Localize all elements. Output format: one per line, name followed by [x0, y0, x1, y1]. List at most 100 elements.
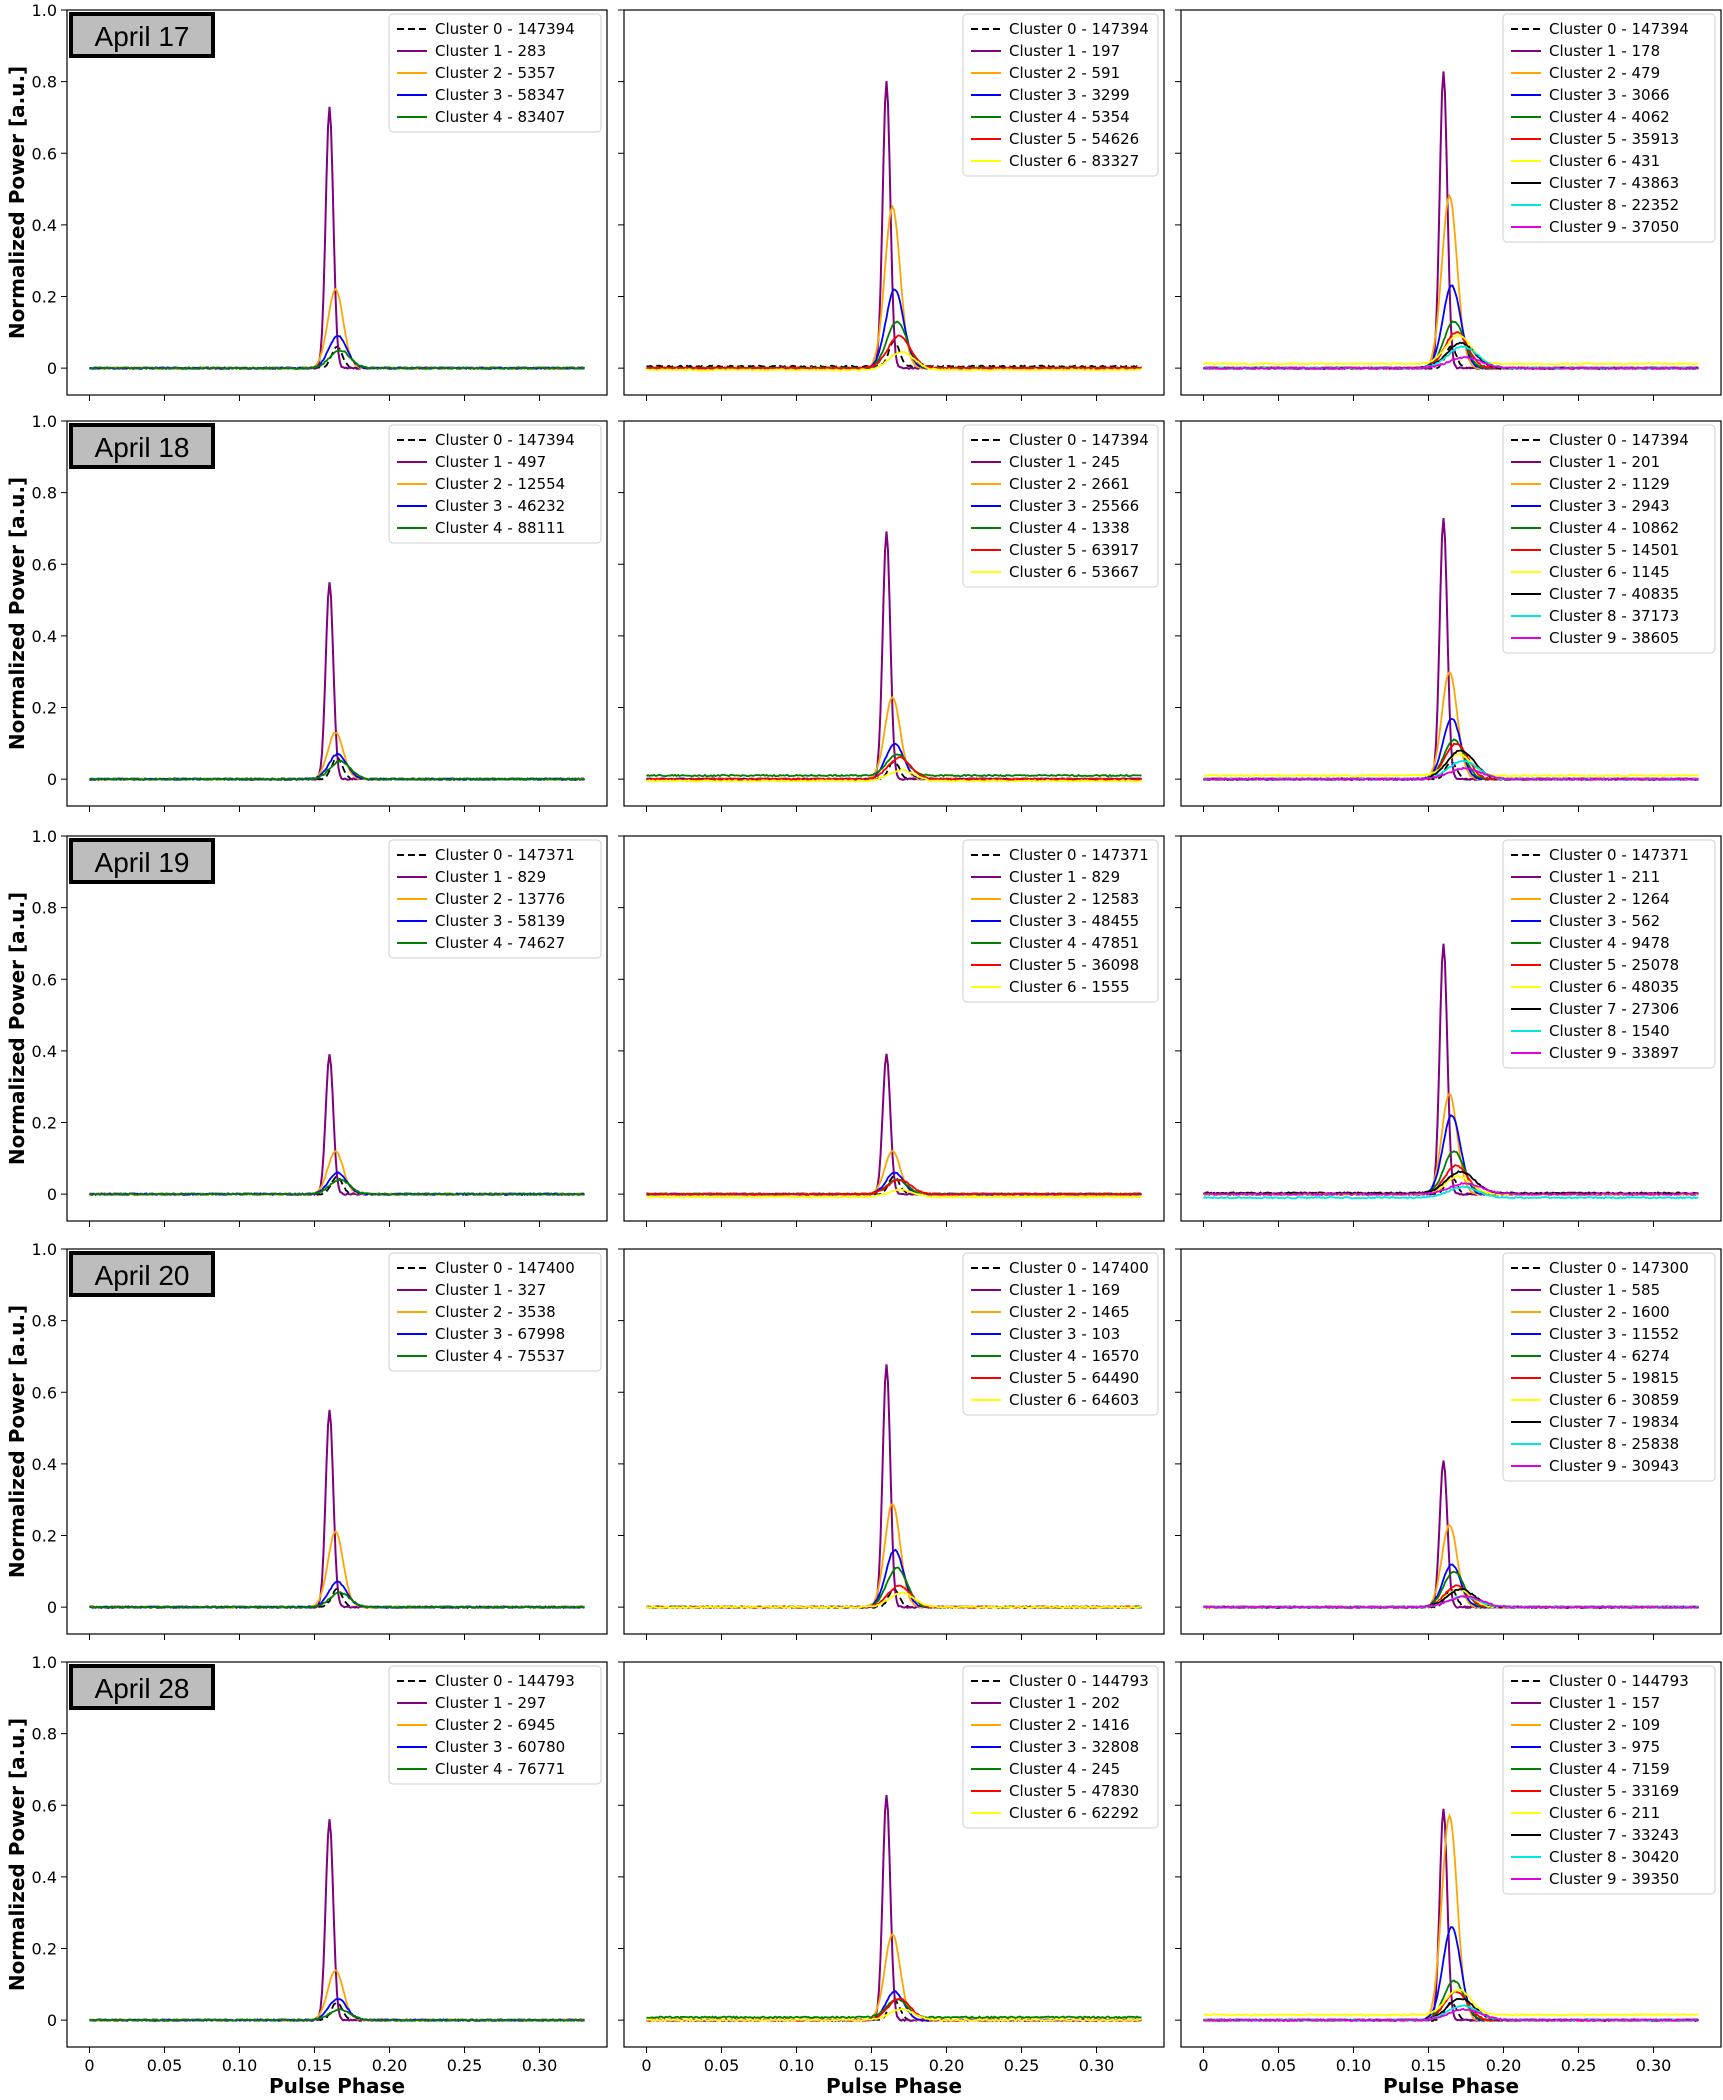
legend-entry: Cluster 0 - 147394: [1009, 431, 1149, 449]
series-line-cluster-0: [89, 345, 585, 370]
legend-entry: Cluster 2 - 5357: [435, 64, 556, 82]
legend-entry: Cluster 1 - 245: [1009, 453, 1120, 471]
series-group: [1202, 518, 1699, 782]
y-tick-label: 0: [47, 2011, 57, 2030]
legend-entry: Cluster 8 - 37173: [1549, 607, 1679, 625]
subplot-1-2: Cluster 0 - 147394 Cluster 1 - 201 Cluster…: [1175, 420, 1722, 812]
legend-entry: Cluster 1 - 297: [435, 1694, 546, 1712]
date-label: April 18: [95, 432, 190, 463]
legend-entry: Cluster 2 - 2661: [1009, 475, 1130, 493]
legend-entry: Cluster 6 - 62292: [1009, 1804, 1139, 1822]
series-group: [645, 1795, 1143, 2023]
y-tick-label: 0: [47, 359, 57, 378]
legend-entry: Cluster 6 - 48035: [1549, 978, 1679, 996]
y-tick-label: 0.6: [32, 1383, 57, 1402]
legend-entry: Cluster 8 - 22352: [1549, 196, 1679, 214]
y-tick-label: 0.8: [32, 1312, 57, 1331]
legend-entry: Cluster 3 - 46232: [435, 497, 565, 515]
y-tick-label: 0.6: [32, 970, 57, 989]
legend-entry: Cluster 1 - 169: [1009, 1281, 1120, 1299]
legend-box: [388, 1252, 602, 1372]
series-line-cluster-5: [1203, 1584, 1699, 1609]
x-tick-label: 0.15: [297, 2056, 333, 2075]
date-label: April 17: [95, 21, 190, 52]
series-line-cluster-8: [1203, 760, 1699, 781]
axes-frame: [623, 835, 1165, 1222]
axes-frame: [66, 9, 608, 396]
date-box: [69, 1251, 215, 1297]
legend-entry: Cluster 4 - 74627: [435, 934, 565, 952]
legend-entry: Cluster 6 - 30859: [1549, 1391, 1679, 1409]
axes-frame: [1180, 1248, 1722, 1635]
x-tick-label: 0.05: [147, 2056, 183, 2075]
subplot-3-0: 0 0.2 0.4 0.6 0.8 1.0 Normalized Power [a.u.] A…: [5, 1240, 608, 1640]
legend-entry: Cluster 1 - 178: [1549, 42, 1660, 60]
legend: Cluster 0 - 147394 Cluster 1 - 178 Cluster…: [1502, 13, 1716, 243]
series-line-cluster-1: [89, 582, 585, 782]
series-line-cluster-0: [646, 760, 1142, 781]
legend: Cluster 0 - 144793 Cluster 1 - 297 Cluster…: [388, 1665, 602, 1785]
y-axis-title: Normalized Power [a.u.]: [5, 1305, 29, 1578]
date-box: [69, 12, 215, 58]
legend-entry: Cluster 4 - 4062: [1549, 108, 1670, 126]
series-line-cluster-0: [646, 1588, 1142, 1609]
subplot-0-2: Cluster 0 - 147394 Cluster 1 - 178 Cluster…: [1175, 9, 1722, 401]
legend-entry: Cluster 4 - 10862: [1549, 519, 1679, 537]
series-line-cluster-5: [646, 1178, 1142, 1196]
series-line-cluster-2: [1203, 1524, 1699, 1609]
legend: Cluster 0 - 147371 Cluster 1 - 211 Cluster…: [1502, 839, 1716, 1069]
y-axis-title: Normalized Power [a.u.]: [5, 892, 29, 1165]
x-tick-label: 0.05: [704, 2056, 740, 2075]
legend-entry: Cluster 3 - 2943: [1549, 497, 1670, 515]
series-line-cluster-9: [1203, 355, 1699, 370]
y-tick-label: 0.2: [32, 1114, 57, 1133]
series-line-cluster-0: [1203, 760, 1699, 781]
series-line-cluster-1: [646, 1053, 1142, 1197]
legend-entry: Cluster 9 - 39350: [1549, 1870, 1679, 1888]
x-tick-label: 0.25: [1561, 2056, 1597, 2075]
legend-entry: Cluster 3 - 32808: [1009, 1738, 1139, 1756]
x-tick-label: 0.10: [222, 2056, 258, 2075]
legend: Cluster 0 - 144793 Cluster 1 - 202 Cluster…: [962, 1665, 1159, 1829]
legend-entry: Cluster 4 - 9478: [1549, 934, 1670, 952]
legend-entry: Cluster 6 - 83327: [1009, 152, 1139, 170]
legend-entry: Cluster 5 - 35913: [1549, 130, 1679, 148]
legend-entry: Cluster 0 - 147394: [1549, 20, 1689, 38]
series-line-cluster-1: [1203, 1460, 1699, 1610]
subplot-0-1: Cluster 0 - 147394 Cluster 1 - 197 Cluster…: [618, 9, 1165, 401]
legend-entry: Cluster 1 - 585: [1549, 1281, 1660, 1299]
y-tick-label: 0.2: [32, 1940, 57, 1959]
legend-entry: Cluster 4 - 7159: [1549, 1760, 1670, 1778]
series-line-cluster-0: [89, 1587, 585, 1610]
series-group: [1203, 1460, 1700, 1610]
legend-entry: Cluster 3 - 58139: [435, 912, 565, 930]
series-line-cluster-4: [89, 1591, 585, 1609]
y-tick-label: 0.4: [32, 1455, 57, 1474]
legend-entry: Cluster 2 - 12583: [1009, 890, 1139, 908]
axes-frame: [623, 420, 1165, 807]
series-line-cluster-6: [646, 2007, 1142, 2022]
series-line-cluster-1: [646, 1795, 1142, 2023]
axes-frame: [623, 1248, 1165, 1635]
legend-entry: Cluster 5 - 25078: [1549, 956, 1679, 974]
legend-entry: Cluster 4 - 88111: [435, 519, 565, 537]
x-tick-label: 0: [1198, 2056, 1208, 2075]
y-tick-label: 0.4: [32, 216, 57, 235]
legend-entry: Cluster 2 - 3538: [435, 1303, 556, 1321]
axes-frame: [623, 9, 1165, 396]
legend-entry: Cluster 8 - 25838: [1549, 1435, 1679, 1453]
series-line-cluster-6: [1203, 1988, 1699, 2017]
y-tick-label: 0.2: [32, 288, 57, 307]
legend-entry: Cluster 2 - 109: [1549, 1716, 1660, 1734]
y-tick-label: 0.2: [32, 699, 57, 718]
subplot-2-0: 0 0.2 0.4 0.6 0.8 1.0 Normalized Power [a.u.] A…: [5, 827, 608, 1227]
x-tick-label: 0.10: [779, 2056, 815, 2075]
series-line-cluster-4: [89, 349, 585, 370]
legend-entry: Cluster 3 - 562: [1549, 912, 1660, 930]
legend-entry: Cluster 1 - 202: [1009, 1694, 1120, 1712]
y-tick-label: 0.6: [32, 555, 57, 574]
series-group: [89, 582, 586, 782]
legend-box: [388, 1665, 602, 1785]
legend-entry: Cluster 0 - 147400: [1009, 1259, 1149, 1277]
y-tick-label: 0.8: [32, 484, 57, 503]
